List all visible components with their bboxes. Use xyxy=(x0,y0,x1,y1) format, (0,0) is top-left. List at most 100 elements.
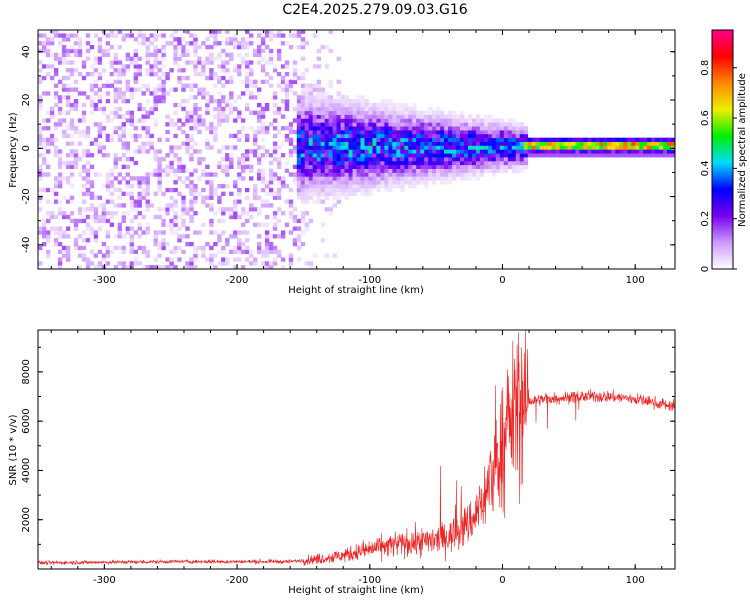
spectrogram-cell xyxy=(81,191,87,196)
spectrogram-cell xyxy=(117,222,122,227)
spectrogram-cell xyxy=(495,149,501,154)
spectrogram-cell xyxy=(229,160,234,166)
spectrogram-cell xyxy=(113,91,118,96)
spectrogram-cell xyxy=(436,168,441,173)
spectrogram-cell xyxy=(245,75,250,81)
spectrogram-cell xyxy=(185,207,190,212)
spectrogram-cell xyxy=(368,180,373,185)
spectrogram-cell xyxy=(499,141,505,146)
spectrogram-x-ticks: -300 -200 -100 0 100 xyxy=(50,30,663,286)
spectrogram-cell xyxy=(272,33,278,38)
spectrogram-cell xyxy=(201,157,206,162)
spectrogram-cell xyxy=(121,245,126,251)
spectrogram-cell xyxy=(229,79,234,84)
spectrogram-cell xyxy=(388,114,393,119)
spectrogram-cell xyxy=(105,245,111,251)
spectrogram-cell xyxy=(237,95,242,100)
spectrogram-cell xyxy=(348,157,353,162)
spectrogram-cell xyxy=(189,180,194,185)
spectrogram-cell xyxy=(420,137,425,142)
spectrogram-cell xyxy=(181,99,186,104)
spectrogram-cell xyxy=(117,157,122,162)
spectrogram-cell xyxy=(264,102,270,108)
spectrogram-cell xyxy=(296,157,302,162)
spectrogram-cell xyxy=(133,199,138,204)
spectrogram-cell xyxy=(388,184,393,189)
spectrogram-cell xyxy=(412,110,417,115)
spectrogram-cell xyxy=(483,168,489,173)
spectrogram-cell xyxy=(237,114,242,119)
spectrogram-cell xyxy=(316,64,322,69)
spectrogram-cell xyxy=(181,168,186,173)
spectrogram-cell xyxy=(133,72,138,77)
spectrogram-cell xyxy=(253,261,258,266)
spectrogram-cell xyxy=(292,72,298,77)
spectrogram-cell xyxy=(49,110,55,115)
spectrogram-cell xyxy=(444,164,449,169)
spectrogram-cell xyxy=(189,257,194,262)
spectrogram-cell xyxy=(483,126,489,131)
spectrogram-cell xyxy=(468,122,473,127)
spectrogram-cell xyxy=(137,33,142,38)
spectrogram-cell xyxy=(81,60,87,65)
spectrogram-cell xyxy=(328,172,333,177)
spectrogram-cell xyxy=(296,95,302,100)
spectrogram-cell xyxy=(324,102,330,108)
spectrogram-cell xyxy=(551,153,556,158)
spectrogram-cell xyxy=(464,129,469,135)
spectrogram-cell xyxy=(491,141,497,146)
spectrogram-cell xyxy=(69,102,75,108)
spectrogram-cell xyxy=(468,149,473,154)
spectrogram-cell xyxy=(61,253,67,258)
spectrogram-cell xyxy=(420,145,425,150)
spectrogram-cell xyxy=(316,110,322,115)
spectrogram-cell xyxy=(663,141,668,146)
spectrogram-cell xyxy=(511,133,517,139)
spectrogram-cell xyxy=(400,164,405,169)
spectrogram-cell xyxy=(388,133,393,139)
spectrogram-cell xyxy=(288,137,294,142)
spectrogram-cell xyxy=(420,168,425,173)
spectrogram-cell xyxy=(173,87,178,92)
spectrogram-cell xyxy=(440,126,445,131)
spectrogram-cell xyxy=(308,160,314,166)
spectrogram-cell xyxy=(368,184,373,189)
spectrogram-cell xyxy=(456,126,461,131)
spectrogram-cell xyxy=(364,137,369,142)
spectrogram-cell xyxy=(340,133,345,139)
spectrogram-cell xyxy=(77,253,83,258)
spectrogram-cell xyxy=(193,33,198,38)
spectrogram-cell xyxy=(368,118,373,123)
spectrogram-cell xyxy=(396,164,401,169)
spectrogram-cell xyxy=(635,153,640,158)
spectrogram-cell xyxy=(73,102,79,108)
spectrogram-cell xyxy=(125,172,130,177)
spectrogram-cell xyxy=(615,141,620,146)
spectrogram-cell xyxy=(472,126,477,131)
spectrogram-cell xyxy=(85,180,91,185)
colorbar-tick-label: 0.6 xyxy=(700,110,711,126)
spectrogram-cell xyxy=(173,249,178,254)
spectrogram-cell xyxy=(440,149,445,154)
spectrogram-cell xyxy=(221,257,226,262)
spectrogram-cell xyxy=(472,153,477,158)
spectrogram-cell xyxy=(213,211,218,216)
spectrogram-cell xyxy=(304,226,310,231)
spectrogram-cell xyxy=(201,87,206,92)
spectrogram-cell xyxy=(296,245,302,251)
spectrogram-cell xyxy=(121,64,126,69)
spectrogram-cell xyxy=(388,102,393,108)
spectrogram-cell xyxy=(61,45,67,50)
spectrogram-cell xyxy=(368,153,373,158)
spectrogram-cell xyxy=(460,149,465,154)
spectrogram-cell xyxy=(364,110,369,115)
spectrogram-cell xyxy=(456,172,461,177)
spectrogram-cell xyxy=(217,56,222,61)
spectrogram-cell xyxy=(432,114,437,119)
spectrogram-cell xyxy=(376,180,381,185)
spectrogram-cell xyxy=(149,52,154,57)
spectrogram-cell xyxy=(452,118,457,123)
spectrogram-cell xyxy=(157,253,162,258)
spectrogram-cell xyxy=(61,95,67,100)
spectrogram-cell xyxy=(416,129,421,135)
